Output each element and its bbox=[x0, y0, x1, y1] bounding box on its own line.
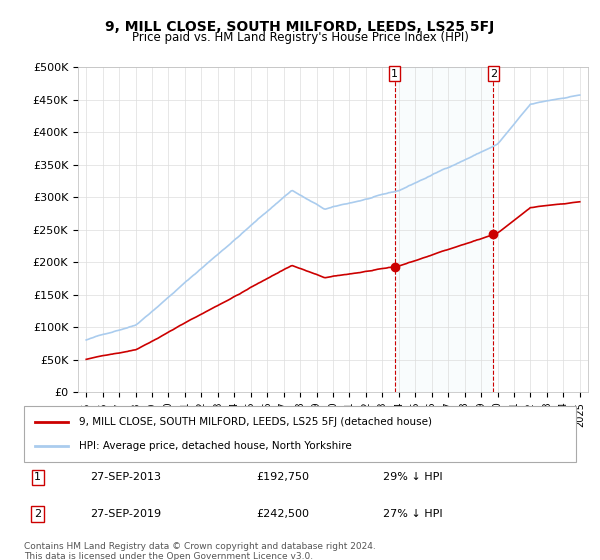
Text: 9, MILL CLOSE, SOUTH MILFORD, LEEDS, LS25 5FJ (detached house): 9, MILL CLOSE, SOUTH MILFORD, LEEDS, LS2… bbox=[79, 417, 432, 427]
Text: 27-SEP-2019: 27-SEP-2019 bbox=[90, 509, 161, 519]
Text: 1: 1 bbox=[391, 69, 398, 79]
FancyBboxPatch shape bbox=[24, 406, 576, 462]
Text: Price paid vs. HM Land Registry's House Price Index (HPI): Price paid vs. HM Land Registry's House … bbox=[131, 31, 469, 44]
Text: £192,750: £192,750 bbox=[256, 473, 309, 482]
Text: 27-SEP-2013: 27-SEP-2013 bbox=[90, 473, 161, 482]
Text: HPI: Average price, detached house, North Yorkshire: HPI: Average price, detached house, Nort… bbox=[79, 441, 352, 451]
Text: £242,500: £242,500 bbox=[256, 509, 309, 519]
Text: 9, MILL CLOSE, SOUTH MILFORD, LEEDS, LS25 5FJ: 9, MILL CLOSE, SOUTH MILFORD, LEEDS, LS2… bbox=[106, 20, 494, 34]
Text: Contains HM Land Registry data © Crown copyright and database right 2024.
This d: Contains HM Land Registry data © Crown c… bbox=[24, 542, 376, 560]
Bar bbox=[395, 67, 493, 392]
Text: 29% ↓ HPI: 29% ↓ HPI bbox=[383, 473, 442, 482]
Text: 1: 1 bbox=[34, 473, 41, 482]
Text: 2: 2 bbox=[34, 509, 41, 519]
Text: 2: 2 bbox=[490, 69, 497, 79]
Text: 27% ↓ HPI: 27% ↓ HPI bbox=[383, 509, 442, 519]
